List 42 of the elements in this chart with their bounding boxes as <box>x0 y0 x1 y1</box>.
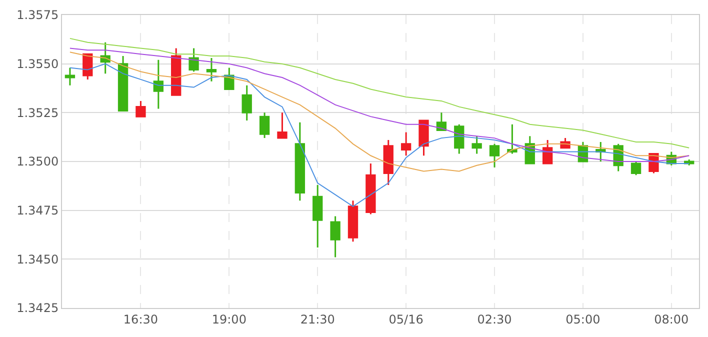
candlestick <box>472 135 482 154</box>
candlestick <box>507 124 518 154</box>
candlestick <box>366 162 376 215</box>
y-tick-label: 1.3450 <box>16 252 59 266</box>
candlestick <box>100 42 110 74</box>
candlestick <box>259 112 270 139</box>
x-tick-label: 21:30 <box>300 312 335 326</box>
y-tick-label: 1.3500 <box>16 154 59 169</box>
y-tick-label: 1.3525 <box>16 106 59 120</box>
x-tick-label: 02:30 <box>477 312 512 326</box>
candlestick <box>542 139 553 164</box>
candlestick <box>312 184 323 248</box>
candlestick <box>188 47 199 72</box>
candlestick <box>330 215 340 258</box>
candlestick <box>418 120 429 156</box>
candlestick <box>630 160 642 176</box>
candlestick <box>436 112 447 131</box>
candlestick <box>171 47 182 96</box>
candlestick <box>294 122 306 202</box>
y-tick-label: 1.3550 <box>16 57 59 72</box>
candlestick <box>348 200 358 242</box>
candlestick <box>206 57 217 82</box>
candlestick <box>153 59 164 110</box>
line-series <box>69 63 690 207</box>
candlestick <box>383 139 394 186</box>
candlestick <box>400 131 412 156</box>
line-series <box>69 38 690 148</box>
x-tick-label: 08:00 <box>654 312 689 326</box>
candlestick <box>242 84 252 122</box>
y-tick-label: 1.3475 <box>16 204 59 218</box>
y-tick-label: 1.3575 <box>16 8 59 22</box>
candlestick <box>454 124 464 154</box>
x-tick-label: 05/16 <box>388 312 424 326</box>
y-tick-label: 1.3425 <box>16 301 59 316</box>
candlestick <box>118 55 128 112</box>
candlestick <box>489 143 500 168</box>
x-tick-label: 05:00 <box>566 312 600 326</box>
candlestick <box>277 112 288 139</box>
candlestick <box>136 100 146 118</box>
x-tick-label: 16:30 <box>123 312 158 326</box>
x-tick-label: 19:00 <box>212 312 246 326</box>
candlestick <box>64 66 76 86</box>
